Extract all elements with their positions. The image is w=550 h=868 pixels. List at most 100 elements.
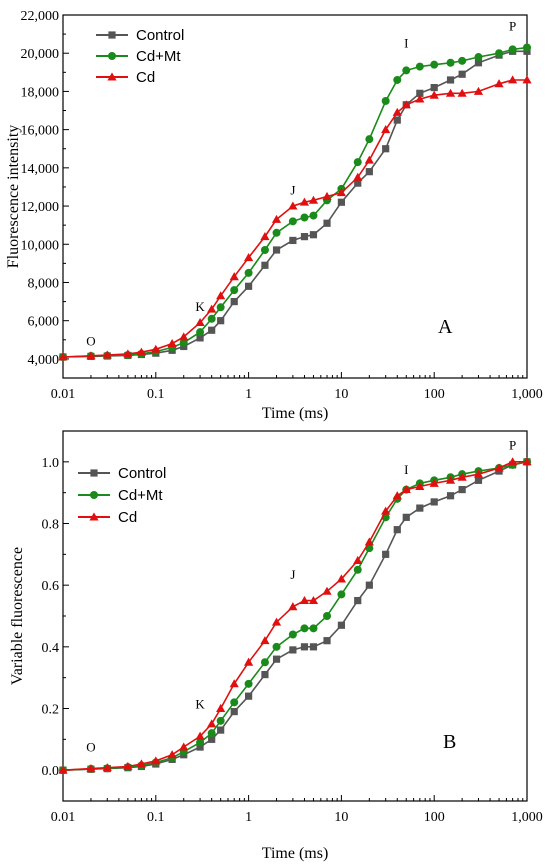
- data-point: [216, 716, 225, 725]
- data-point: [523, 43, 531, 52]
- y-tick-label: 0.0: [42, 764, 60, 779]
- data-point: [458, 70, 466, 78]
- y-tick-label: 12,000: [21, 200, 60, 215]
- data-point: [522, 457, 532, 466]
- legend: Control Cd+Mt Cd: [96, 27, 184, 86]
- data-point: [309, 643, 318, 651]
- data-point: [323, 612, 332, 620]
- data-point: [508, 45, 517, 54]
- data-point: [272, 246, 281, 254]
- legend-label: Control: [136, 27, 184, 44]
- data-point: [522, 75, 532, 84]
- y-tick-label: 6,000: [28, 315, 60, 330]
- data-point: [382, 145, 390, 153]
- data-point: [102, 350, 112, 359]
- data-point: [446, 492, 455, 500]
- data-point: [393, 526, 401, 534]
- legend-marker: [90, 491, 98, 499]
- plot-frame: [62, 14, 528, 379]
- data-point: [195, 317, 205, 327]
- data-point: [415, 62, 424, 71]
- y-tick-label: 18,000: [21, 85, 60, 100]
- x-tick-label: 0.01: [51, 810, 76, 825]
- data-point: [271, 617, 282, 626]
- data-point: [216, 291, 226, 300]
- data-point: [289, 646, 297, 654]
- data-point: [415, 94, 425, 103]
- data-point: [217, 317, 225, 325]
- data-point: [271, 214, 282, 223]
- data-point: [458, 56, 467, 65]
- data-point: [216, 703, 226, 712]
- panel-letter: A: [438, 316, 453, 338]
- data-point: [309, 211, 318, 220]
- annotation-k: K: [195, 697, 205, 712]
- data-point: [260, 232, 270, 241]
- data-point: [457, 472, 467, 481]
- y-axis-title: Variable fluorescence: [9, 547, 26, 685]
- data-point: [401, 484, 411, 494]
- data-point: [196, 328, 205, 337]
- data-point: [401, 100, 411, 109]
- data-point: [136, 759, 147, 768]
- annotation-p: P: [509, 18, 516, 33]
- x-axis-title: Time (ms): [262, 845, 329, 862]
- data-point: [151, 756, 161, 765]
- data-point: [229, 272, 239, 281]
- data-point: [430, 498, 438, 506]
- data-point: [495, 49, 504, 58]
- data-point: [430, 84, 438, 92]
- data-point: [230, 297, 238, 306]
- data-point: [300, 624, 309, 633]
- data-point: [300, 213, 309, 222]
- data-point: [336, 188, 346, 197]
- data-point: [309, 231, 318, 239]
- annotation-j: J: [290, 567, 295, 582]
- data-point: [392, 491, 402, 500]
- x-tick-label: 100: [424, 810, 445, 825]
- annotation-p: P: [509, 438, 516, 453]
- data-point: [457, 88, 467, 97]
- data-point: [196, 334, 204, 342]
- data-point: [322, 191, 332, 200]
- data-point: [244, 657, 254, 666]
- data-point: [151, 344, 161, 353]
- data-point: [365, 168, 373, 176]
- series-cd: [58, 457, 532, 774]
- data-point: [179, 338, 188, 347]
- y-tick-label: 20,000: [21, 47, 60, 62]
- data-point: [353, 172, 363, 181]
- y-tick-label: 0.6: [42, 579, 60, 594]
- x-tick-label: 1: [245, 387, 252, 402]
- chart-panel-b: 0.01 0.1 1 10 100 1,000 0.0 0.2 0.4 0.6 0.8 1.0 Time…: [9, 430, 543, 862]
- data-point: [354, 596, 362, 605]
- data-point: [299, 595, 310, 605]
- panel-letter: B: [443, 731, 456, 753]
- data-point: [288, 602, 298, 611]
- data-point: [494, 79, 504, 88]
- data-point: [381, 506, 391, 515]
- x-tick-label: 0.01: [51, 387, 76, 402]
- data-point: [416, 504, 424, 512]
- data-point: [393, 75, 402, 84]
- data-point: [244, 679, 253, 688]
- data-point: [416, 89, 424, 97]
- data-point: [508, 75, 518, 84]
- data-point: [261, 670, 269, 679]
- legend-marker: [90, 469, 98, 477]
- data-point: [365, 581, 373, 589]
- y-tick-label: 14,000: [21, 162, 60, 177]
- x-axis-title: Time (ms): [262, 405, 329, 422]
- data-point: [207, 729, 216, 738]
- y-axis-title: Fluorescence intensity: [5, 125, 22, 269]
- data-point: [167, 750, 177, 759]
- data-point: [288, 217, 297, 226]
- data-point: [136, 347, 147, 356]
- data-point: [337, 198, 345, 206]
- data-point: [86, 764, 96, 773]
- data-point: [474, 53, 483, 62]
- data-point: [58, 352, 68, 361]
- data-point: [322, 586, 332, 595]
- data-point: [337, 621, 345, 629]
- annotation-j: J: [290, 183, 295, 198]
